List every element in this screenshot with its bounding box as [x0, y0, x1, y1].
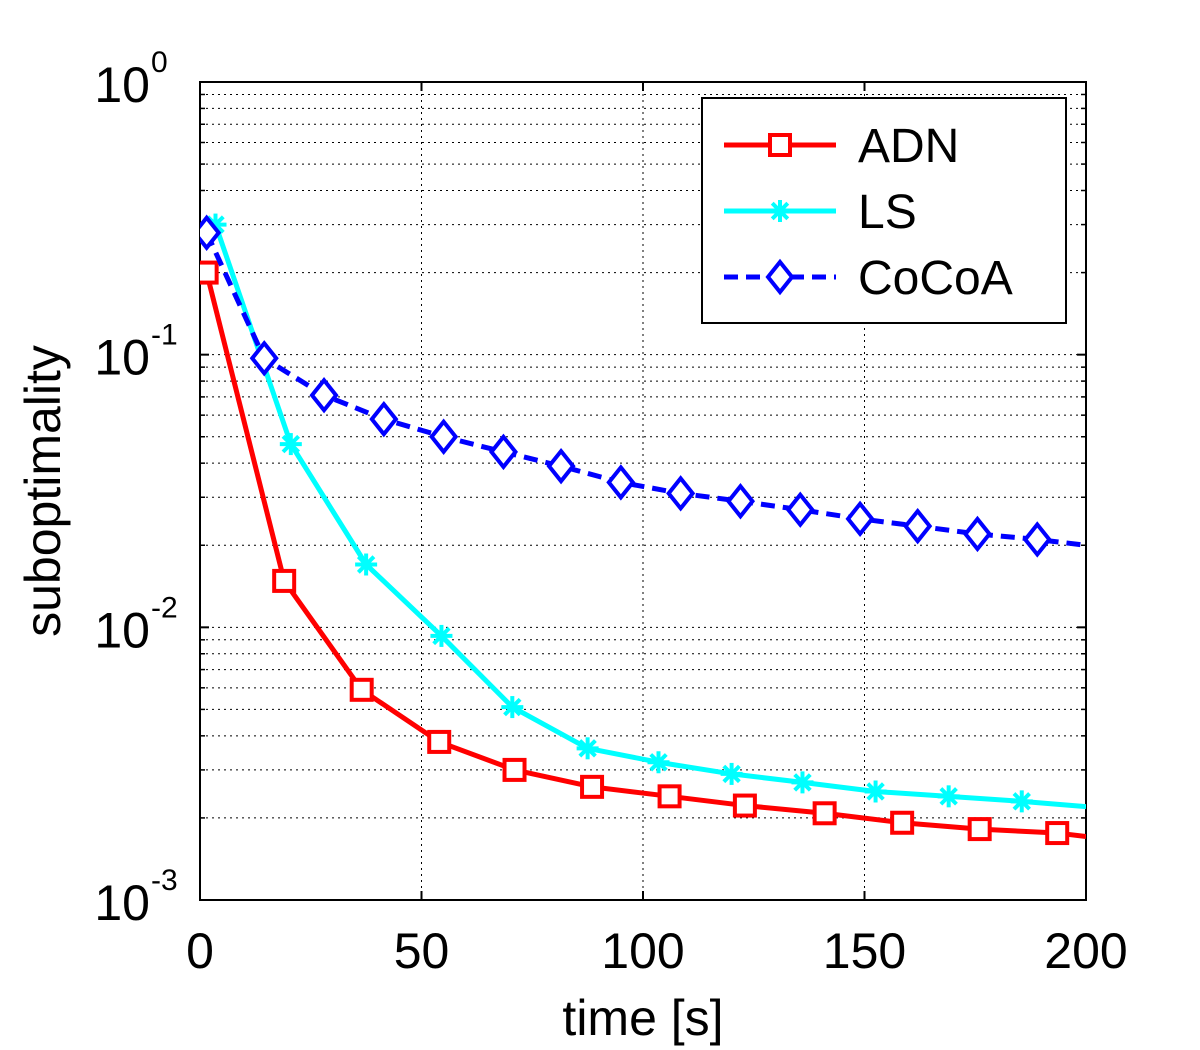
- legend-marker-cocoa: [765, 258, 795, 296]
- series-adn: [200, 260, 1086, 846]
- data-point-cocoa: [249, 340, 279, 377]
- x-tick-label: 150: [823, 923, 906, 979]
- asterisk-stroke: [356, 555, 376, 574]
- y-tick-label-exponent: -1: [151, 319, 178, 352]
- asterisk-stroke: [793, 773, 812, 792]
- data-point-cocoa: [546, 447, 576, 485]
- data-point-cocoa: [429, 418, 459, 455]
- data-point-ls: [576, 737, 599, 760]
- y-tick-label-exponent: -3: [151, 864, 178, 897]
- legend: ADN LS CoCoA: [701, 97, 1067, 324]
- data-point-cocoa: [200, 214, 222, 251]
- asterisk-stroke: [939, 787, 958, 806]
- series-line-adn: [204, 271, 1086, 839]
- data-point-adn: [580, 774, 605, 799]
- data-point-adn: [349, 677, 374, 702]
- legend-item-ls: LS: [724, 186, 917, 239]
- asterisk-stroke: [281, 434, 301, 454]
- y-tick-label: 10 -2: [94, 591, 177, 658]
- y-tick-label-exponent: 0: [151, 46, 168, 79]
- y-tick-label: 10 0: [94, 46, 167, 113]
- asterisk-stroke: [722, 764, 741, 784]
- tick-marks: [199, 81, 1087, 901]
- data-point-cocoa: [785, 491, 815, 528]
- data-point-ls: [864, 780, 887, 803]
- asterisk-stroke: [770, 201, 790, 221]
- data-point-cocoa: [488, 433, 519, 471]
- data-point-cocoa: [1022, 521, 1052, 558]
- legend-label-cocoa: CoCoA: [858, 252, 1013, 305]
- series-line-cocoa: [204, 231, 1086, 548]
- data-point-adn: [427, 729, 452, 754]
- x-axis-label: time [s]: [562, 990, 723, 1046]
- asterisk-stroke: [866, 782, 885, 801]
- data-point-adn: [272, 568, 297, 593]
- data-point-adn: [200, 260, 219, 285]
- data-point-adn: [502, 757, 527, 782]
- data-point-cocoa: [666, 475, 696, 512]
- asterisk-stroke: [503, 697, 522, 717]
- legend-item-cocoa: CoCoA: [724, 252, 1013, 305]
- data-point-ls: [355, 553, 378, 576]
- x-tick-label: 100: [601, 923, 684, 979]
- data-point-adn: [732, 793, 757, 818]
- data-point-adn: [1045, 821, 1070, 846]
- asterisk-stroke: [432, 626, 451, 646]
- asterisk-stroke: [578, 739, 597, 758]
- data-point-ls: [430, 624, 453, 647]
- data-point-ls: [647, 751, 670, 774]
- asterisk-stroke: [649, 753, 668, 772]
- y-tick-label: 10 -1: [94, 319, 177, 386]
- data-point-cocoa: [606, 464, 636, 501]
- data-point-cocoa: [903, 507, 933, 545]
- data-point-ls: [720, 762, 743, 785]
- x-tick-label: 50: [394, 923, 450, 979]
- series-ls: [204, 213, 1086, 813]
- legend-item-adn: ADN: [724, 120, 959, 173]
- y-tick-label-base: 10: [94, 602, 150, 658]
- y-tick-label-base: 10: [94, 875, 150, 931]
- y-tick-label-exponent: -2: [151, 591, 178, 624]
- data-point-adn: [967, 817, 992, 842]
- data-point-adn: [890, 810, 915, 835]
- data-point-cocoa: [309, 377, 339, 414]
- series-group: [200, 213, 1086, 846]
- legend-label-adn: ADN: [858, 120, 959, 173]
- data-point-cocoa: [962, 515, 993, 553]
- data-point-ls: [937, 785, 960, 808]
- x-tick-label: 200: [1044, 923, 1127, 979]
- data-point-adn: [812, 801, 837, 826]
- series-cocoa: [200, 214, 1086, 558]
- x-tick-labels: 0 50 100 150 200: [186, 923, 1128, 979]
- asterisk-stroke: [1012, 792, 1031, 811]
- y-tick-label-base: 10: [94, 57, 150, 113]
- data-point-ls: [501, 696, 524, 719]
- y-tick-label: 10 -3: [94, 864, 177, 931]
- legend-label-ls: LS: [858, 186, 917, 239]
- legend-marker-ls: [769, 200, 791, 222]
- data-point-ls: [279, 433, 302, 456]
- legend-marker-adn: [768, 133, 792, 157]
- data-point-ls: [791, 771, 814, 794]
- x-tick-label: 0: [186, 923, 214, 979]
- data-point-cocoa: [369, 400, 399, 438]
- data-point-cocoa: [845, 500, 875, 538]
- data-point-adn: [657, 784, 682, 809]
- data-point-cocoa: [725, 483, 756, 520]
- data-point-ls: [1010, 790, 1033, 813]
- y-axis-label: suboptimality: [15, 345, 71, 637]
- y-tick-label-base: 10: [94, 330, 150, 386]
